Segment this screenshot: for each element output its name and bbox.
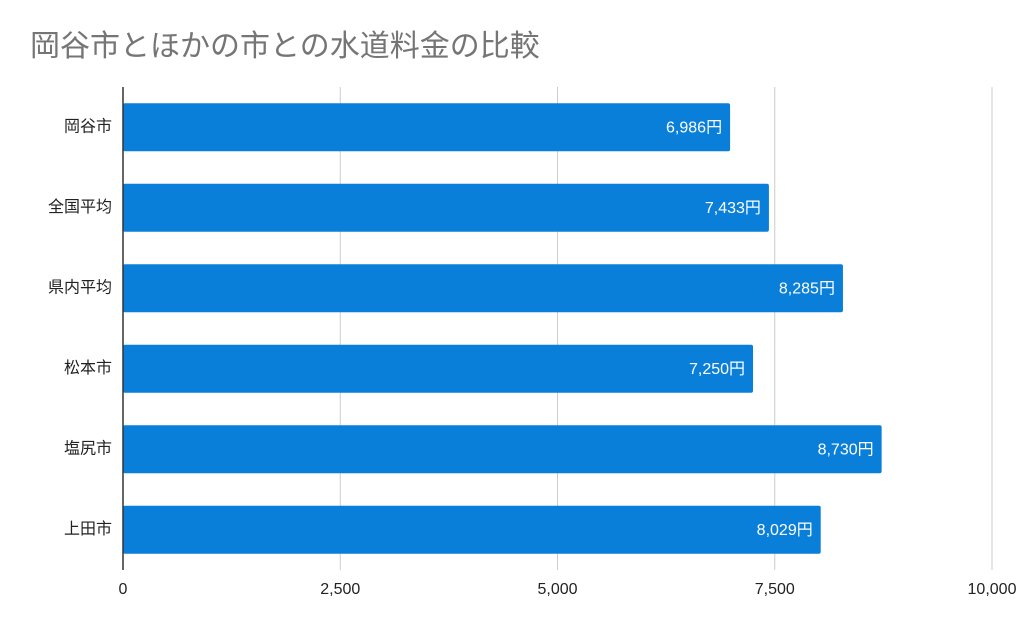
bar xyxy=(123,505,821,554)
value-label: 7,433円 xyxy=(705,200,761,217)
x-tick-label: 7,500 xyxy=(755,581,795,598)
bar xyxy=(123,103,731,152)
bar xyxy=(123,264,843,313)
x-tick-label: 2,500 xyxy=(320,581,360,598)
x-tick-label: 5,000 xyxy=(537,581,577,598)
chart-title: 岡谷市とほかの市との水道料金の比較 xyxy=(30,30,540,63)
value-label: 8,730円 xyxy=(818,441,874,458)
y-tick-label: 上田市 xyxy=(64,520,112,538)
value-label: 8,285円 xyxy=(779,280,835,297)
y-tick-label: 塩尻市 xyxy=(64,439,112,457)
y-tick-label: 全国平均 xyxy=(48,198,112,216)
value-label: 8,029円 xyxy=(757,522,813,539)
y-tick-label: 松本市 xyxy=(64,359,112,377)
value-label: 7,250円 xyxy=(689,361,745,378)
bar xyxy=(123,183,769,232)
x-tick-label: 10,000 xyxy=(968,581,1017,598)
bar xyxy=(123,344,754,393)
x-tick-label: 0 xyxy=(119,581,128,598)
y-tick-label: 県内平均 xyxy=(48,278,112,296)
bar xyxy=(123,425,882,474)
y-tick-label: 岡谷市 xyxy=(64,117,112,135)
value-label: 6,986円 xyxy=(666,119,722,136)
